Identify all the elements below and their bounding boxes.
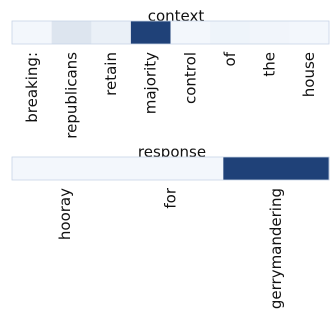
heatmap-cell xyxy=(117,157,224,180)
context-tick-labels: breaking: republicans retain majority contro… xyxy=(23,51,318,138)
response-tick-labels: hooray for gerrymandering xyxy=(56,187,285,309)
context-frame xyxy=(11,20,330,45)
context-title: context xyxy=(148,7,205,25)
tick-label: control xyxy=(181,52,199,104)
heatmap-cell xyxy=(12,21,52,44)
response-frame xyxy=(11,156,330,181)
tick-label: gerrymandering xyxy=(267,188,285,309)
tick-label: of xyxy=(221,51,239,66)
tick-label: republicans xyxy=(62,52,80,139)
heatmap-cell xyxy=(210,21,251,44)
heatmap-cell xyxy=(249,21,290,44)
heatmap-cell xyxy=(12,157,118,180)
tick-label: majority xyxy=(142,52,160,114)
heatmap-cell xyxy=(91,21,132,44)
heatmap-cell xyxy=(170,21,211,44)
tick-label: house xyxy=(300,52,318,97)
response-cells xyxy=(12,157,330,180)
heatmap-cell xyxy=(223,157,330,180)
tick-label: hooray xyxy=(56,188,74,240)
context-cells xyxy=(12,21,330,44)
heatmap-cell xyxy=(289,21,330,44)
heatmap-cell xyxy=(51,21,92,44)
response-heatmap: response hooray for gerrymandering xyxy=(11,143,330,309)
tick-label: retain xyxy=(102,52,120,96)
tick-label: the xyxy=(261,52,279,77)
tick-label: breaking: xyxy=(23,52,41,123)
context-heatmap: context breaking: republicans retain majori… xyxy=(11,7,330,139)
response-title: response xyxy=(138,143,206,161)
tick-label: for xyxy=(162,187,180,208)
heatmap-cell xyxy=(130,21,171,44)
